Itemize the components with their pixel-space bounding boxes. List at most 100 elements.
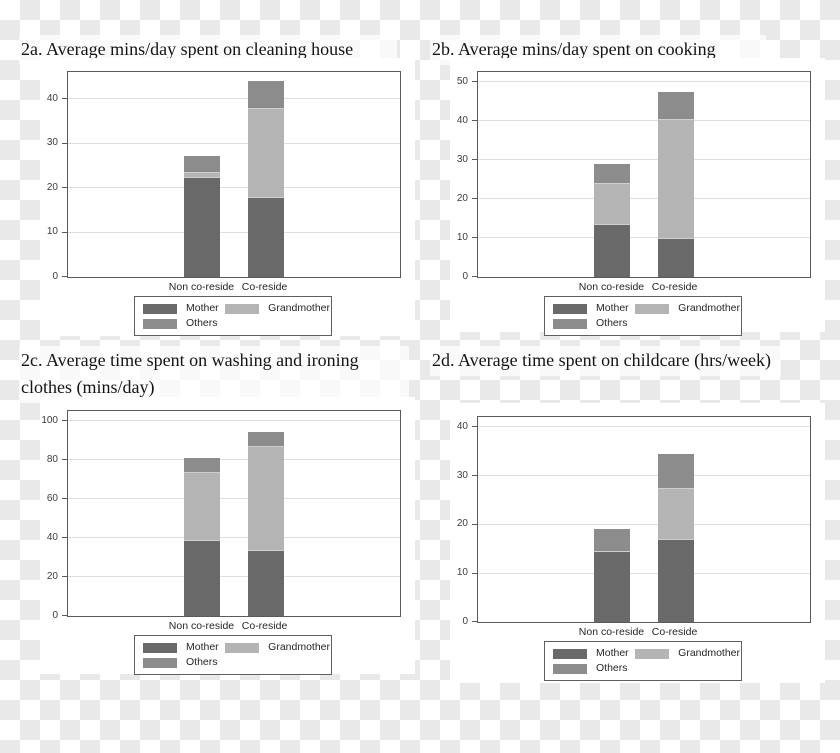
y-tick-label: 10 — [456, 231, 468, 243]
y-tick-label: 0 — [462, 271, 468, 282]
y-axis-tick — [472, 621, 478, 622]
legend: Mother Grandmother Others — [134, 296, 332, 336]
y-tick-label: 20 — [456, 518, 468, 530]
y-tick-label: 40 — [46, 531, 58, 543]
y-axis-tick — [472, 81, 478, 83]
x-category-label: Non co-reside — [578, 281, 645, 293]
bar-segment-others — [247, 80, 284, 108]
chart-card-2d: 0 10 20 30 40 Non co-reside Co-reside Mother Gr… — [450, 403, 825, 683]
x-category-label: Co-reside — [241, 620, 288, 632]
gridline — [478, 237, 810, 239]
legend-item-mother: Mother — [545, 646, 635, 661]
x-category-label: Non co-reside — [578, 626, 645, 638]
panel-2d-childcare: 2d. Average time spent on childcare (hrs… — [420, 345, 840, 753]
bar-segment-grandmother — [247, 107, 284, 197]
legend-item-others: Others — [135, 655, 225, 670]
y-axis-tick — [472, 198, 478, 200]
y-tick-label: 0 — [52, 610, 58, 621]
y-axis-tick — [62, 98, 68, 100]
y-axis-tick — [62, 187, 68, 189]
legend-swatch-mother — [143, 303, 177, 314]
legend-label: Others — [596, 662, 628, 674]
y-tick-label: 40 — [456, 114, 468, 126]
legend-item-others: Others — [545, 661, 635, 676]
legend-item-mother: Mother — [135, 640, 225, 655]
legend-swatch-grandmother — [225, 303, 260, 314]
bar-segment-grandmother — [184, 172, 221, 177]
y-tick-label: 50 — [456, 75, 468, 87]
bar-segment-grandmother — [184, 471, 221, 540]
y-axis-tick — [472, 475, 478, 477]
gridline — [478, 120, 810, 122]
legend-label: Grandmother — [678, 647, 741, 659]
legend-item-grandmother: Grandmother — [635, 301, 741, 316]
legend-swatch-grandmother — [635, 303, 670, 314]
bar-segment-others — [184, 155, 221, 173]
x-category-label: Co-reside — [241, 281, 288, 293]
legend-swatch-others — [553, 663, 587, 674]
bar-segment-mother — [594, 551, 631, 622]
y-tick-label: 30 — [46, 137, 58, 149]
bar-segment-grandmother — [657, 487, 694, 540]
bar-segment-others — [247, 431, 284, 447]
gridline — [478, 475, 810, 477]
y-axis-tick — [62, 615, 68, 616]
bar-segment-mother — [657, 237, 694, 277]
y-tick-label: 20 — [456, 192, 468, 204]
legend-swatch-grandmother — [635, 648, 670, 659]
x-category-label: Co-reside — [651, 281, 698, 293]
y-tick-label: 20 — [46, 181, 58, 193]
bar-segment-mother — [247, 196, 284, 277]
y-tick-label: 40 — [456, 420, 468, 432]
chart-card-2b: 0 10 20 30 40 50 Non co-reside Co-reside Mother… — [450, 58, 825, 336]
gridline — [68, 537, 400, 539]
y-tick-label: 100 — [41, 414, 58, 426]
y-axis-tick — [62, 498, 68, 500]
legend-label: Others — [186, 317, 218, 329]
legend-label: Others — [186, 656, 218, 668]
y-axis-tick — [472, 120, 478, 122]
y-axis-tick — [62, 420, 68, 422]
gridline — [68, 187, 400, 189]
legend-swatch-others — [143, 657, 177, 668]
bar-segment-grandmother — [657, 118, 694, 238]
y-tick-label: 40 — [46, 92, 58, 104]
chart-card-2c: 0 20 40 60 80 100 Non co-reside Co-reside Mothe… — [40, 397, 415, 675]
legend-item-others: Others — [135, 316, 225, 331]
gridline — [478, 198, 810, 200]
gridline — [68, 231, 400, 233]
bar-segment-others — [594, 163, 631, 184]
legend-item-grandmother: Grandmother — [225, 301, 331, 316]
gridline — [478, 523, 810, 525]
bar-segment-mother — [184, 539, 221, 616]
y-axis-tick — [472, 572, 478, 574]
plot-area-2d: 0 10 20 30 40 — [457, 416, 811, 627]
y-tick-label: 0 — [52, 271, 58, 282]
legend: Mother Grandmother Others — [544, 641, 742, 681]
gridline — [68, 98, 400, 100]
legend-label: Mother — [186, 302, 219, 314]
bar-segment-others — [184, 457, 221, 472]
bar-segment-grandmother — [594, 183, 631, 225]
y-tick-label: 10 — [456, 567, 468, 579]
bar-segment-mother — [184, 176, 221, 277]
bar-segment-others — [594, 529, 631, 552]
x-category-label: Non co-reside — [168, 620, 235, 632]
legend-item-grandmother: Grandmother — [635, 646, 741, 661]
y-tick-label: 30 — [456, 153, 468, 165]
x-category-label: Co-reside — [651, 626, 698, 638]
gridline — [68, 576, 400, 578]
gridline — [478, 572, 810, 574]
y-tick-label: 10 — [46, 226, 58, 238]
legend-swatch-others — [553, 318, 587, 329]
bar-segment-grandmother — [247, 446, 284, 550]
legend-label: Others — [596, 317, 628, 329]
y-axis-tick — [472, 237, 478, 239]
y-tick-label: 30 — [456, 469, 468, 481]
legend: Mother Grandmother Others — [134, 635, 332, 675]
y-axis-tick — [62, 142, 68, 144]
bar-segment-others — [657, 453, 694, 488]
legend-label: Grandmother — [268, 302, 331, 314]
chart-title-2d: 2d. Average time spent on childcare (hrs… — [430, 346, 781, 376]
